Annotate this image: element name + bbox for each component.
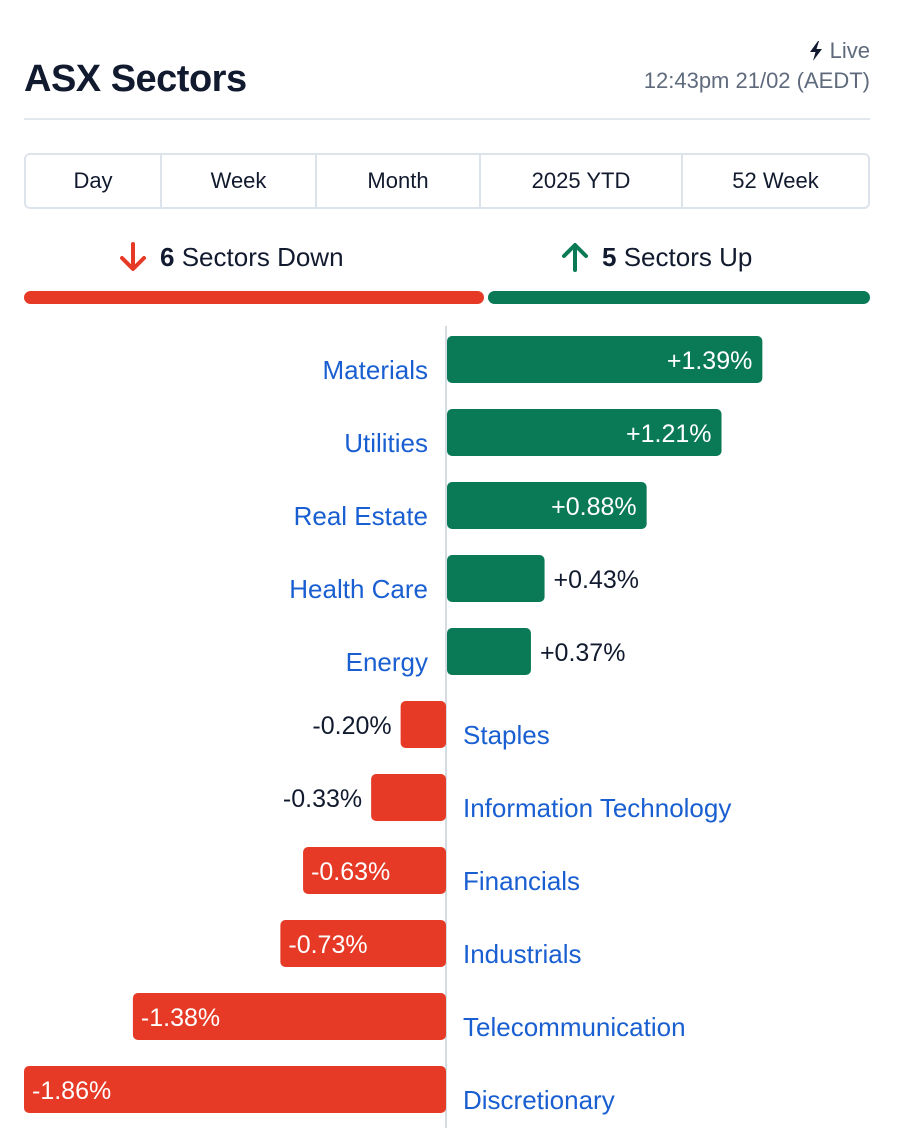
category-label-telecommunication[interactable]: Telecommunication <box>463 1012 686 1042</box>
value-label-energy: +0.37% <box>540 639 626 667</box>
sectors-down-label: Sectors Down <box>181 241 344 272</box>
bar-industrials[interactable] <box>280 920 446 967</box>
value-label-information-technology: -0.33% <box>283 785 362 813</box>
header: ASX Sectors Live 12:43pm 21/02 (AEDT) <box>24 30 870 120</box>
timestamp: 12:43pm 21/02 (AEDT) <box>643 68 870 93</box>
live-label: Live <box>829 38 870 63</box>
value-label-materials: +1.39% <box>667 347 753 375</box>
category-label-industrials[interactable]: Industrials <box>463 939 582 969</box>
value-label-staples: -0.20% <box>312 712 391 740</box>
sectors-down-count: 6 <box>160 241 175 272</box>
category-label-staples[interactable]: Staples <box>463 720 550 750</box>
category-label-health-care[interactable]: Health Care <box>289 574 428 604</box>
category-label-discretionary[interactable]: Discretionary <box>463 1085 615 1115</box>
lightning-icon <box>809 41 822 61</box>
arrow-down-icon <box>120 242 146 271</box>
tab-month[interactable]: Month <box>317 155 481 207</box>
tab-2025-ytd[interactable]: 2025 YTD <box>481 155 683 207</box>
bar-telecommunication[interactable] <box>132 993 446 1040</box>
value-label-real-estate: +0.88% <box>551 493 637 521</box>
bar-utilities[interactable] <box>447 409 722 456</box>
sectors-up-label: Sectors Up <box>623 241 753 272</box>
sectors-down-summary: 6 Sectors Down <box>116 240 344 274</box>
sectors-up-count: 5 <box>602 241 617 272</box>
bar-information-technology[interactable] <box>371 774 446 821</box>
sectors-up-summary: 5 Sectors Up <box>558 240 752 274</box>
bar-energy[interactable] <box>447 628 531 675</box>
category-label-real-estate[interactable]: Real Estate <box>294 501 428 531</box>
value-label-financials: -0.63% <box>311 858 390 886</box>
live-indicator: Live <box>808 38 870 64</box>
tab-week[interactable]: Week <box>162 155 317 207</box>
category-label-materials[interactable]: Materials <box>323 355 428 385</box>
value-label-industrials: -0.73% <box>288 931 367 959</box>
category-label-financials[interactable]: Financials <box>463 866 580 896</box>
value-label-utilities: +1.21% <box>626 420 712 448</box>
bar-health-care[interactable] <box>447 555 545 602</box>
value-label-discretionary: -1.86% <box>32 1077 111 1105</box>
value-label-health-care: +0.43% <box>554 566 640 594</box>
page-title: ASX Sectors <box>24 58 247 100</box>
bar-financials[interactable] <box>303 847 446 894</box>
bar-materials[interactable] <box>447 336 763 383</box>
bar-discretionary[interactable] <box>24 1066 446 1113</box>
category-label-energy[interactable]: Energy <box>346 647 428 677</box>
category-label-information-technology[interactable]: Information Technology <box>463 793 731 823</box>
period-tabs: Day Week Month 2025 YTD 52 Week <box>24 153 870 209</box>
down-proportion-bar <box>24 291 484 304</box>
arrow-up-icon <box>562 243 588 272</box>
tab-52-week[interactable]: 52 Week <box>683 155 868 207</box>
up-proportion-bar <box>488 291 870 304</box>
value-label-telecommunication: -1.38% <box>141 1004 220 1032</box>
bar-staples[interactable] <box>400 701 446 748</box>
sector-bar-chart: +1.39% Materials +1.21% Utilities +0.88% Real… <box>24 326 763 1128</box>
tab-day[interactable]: Day <box>26 155 162 207</box>
category-label-utilities[interactable]: Utilities <box>344 428 428 458</box>
bar-real-estate[interactable] <box>447 482 647 529</box>
